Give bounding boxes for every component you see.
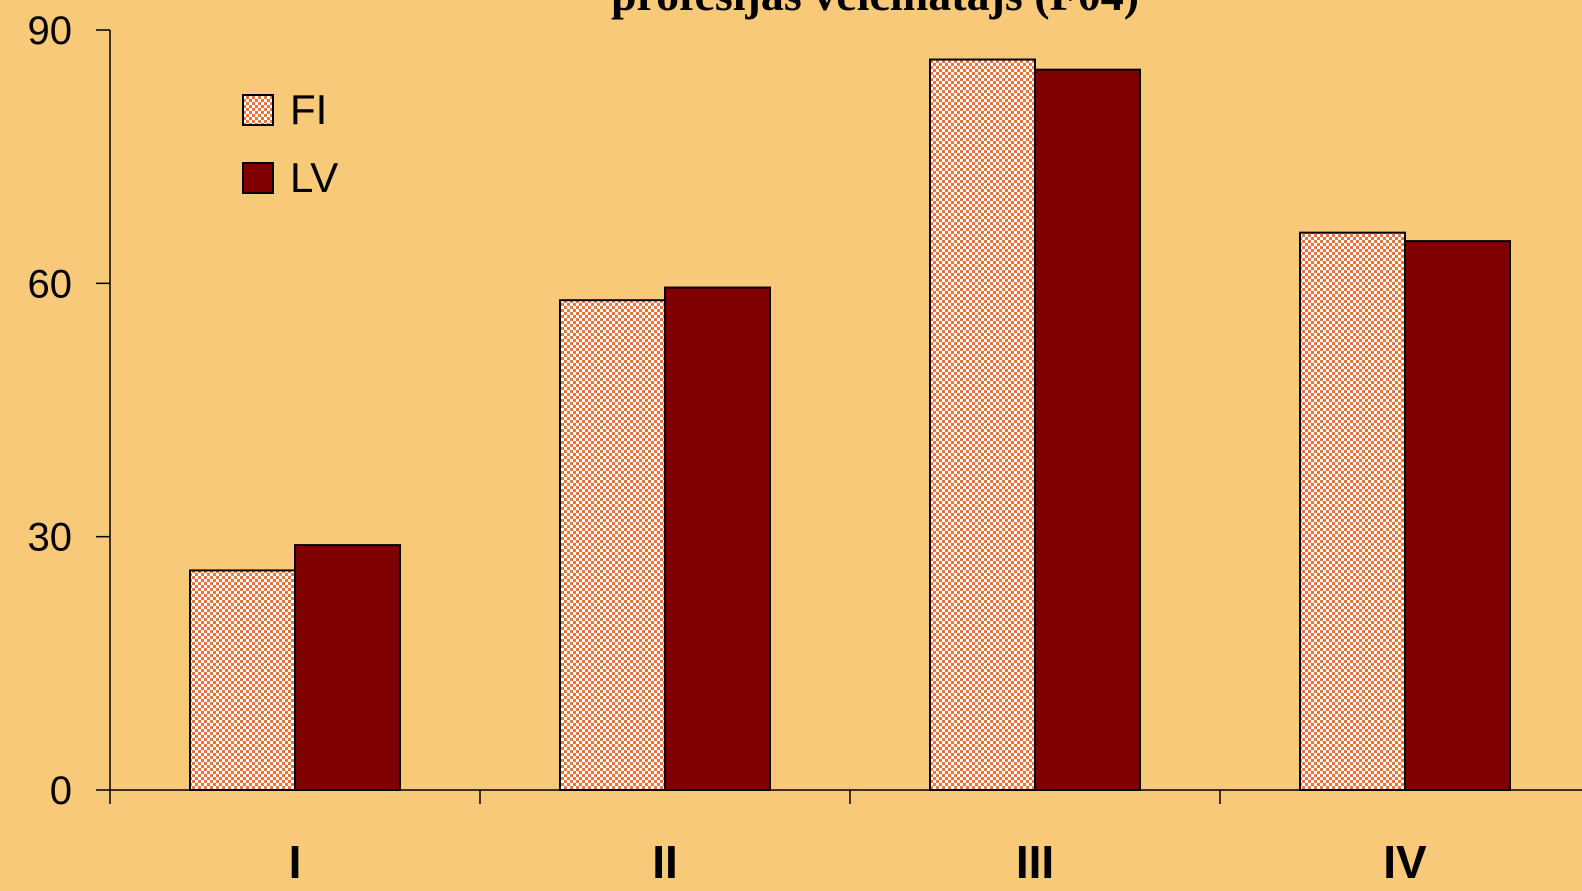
x-tick-label: III bbox=[1016, 836, 1054, 888]
bar bbox=[1299, 231, 1406, 791]
legend-label: FI bbox=[290, 86, 327, 133]
bar bbox=[189, 569, 296, 792]
x-tick-label: IV bbox=[1383, 836, 1427, 888]
bar bbox=[1034, 68, 1141, 791]
y-tick-label: 0 bbox=[50, 769, 72, 813]
bar bbox=[1404, 240, 1511, 792]
bar bbox=[559, 299, 666, 791]
x-tick-label: II bbox=[652, 836, 678, 888]
x-tick-label: I bbox=[289, 836, 302, 888]
y-tick-label: 30 bbox=[28, 516, 73, 560]
bar bbox=[294, 544, 401, 791]
legend-label: LV bbox=[290, 154, 338, 201]
bar bbox=[664, 286, 771, 791]
bar bbox=[929, 58, 1036, 792]
legend-swatch bbox=[242, 162, 274, 194]
chart-title: profesijas veicinātājs (F04) bbox=[611, 0, 1139, 20]
legend-swatch bbox=[242, 94, 274, 126]
y-tick-label: 90 bbox=[28, 9, 73, 53]
y-tick-label: 60 bbox=[28, 262, 73, 306]
